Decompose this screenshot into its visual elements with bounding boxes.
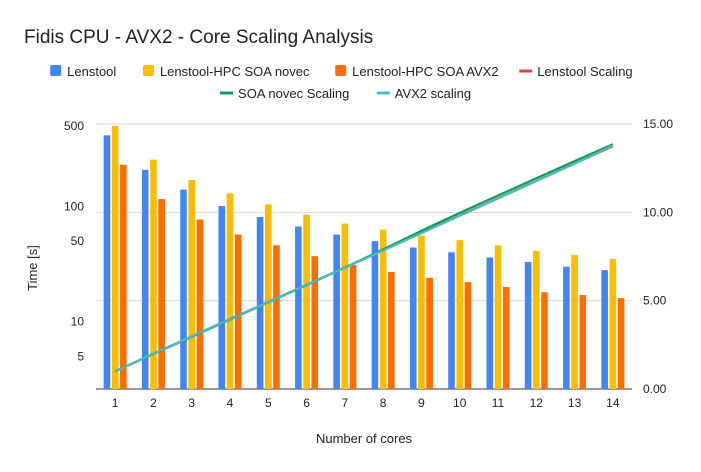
legend-label-lenstool-scaling: Lenstool Scaling xyxy=(537,64,632,79)
legend-label-lenstool-hpc-soa-novec: Lenstool-HPC SOA novec xyxy=(160,64,310,79)
bar-lenstool-hpc-soa-novec xyxy=(188,179,196,389)
bar-lenstool-hpc-soa-novec xyxy=(494,245,502,389)
line-avx2-scaling xyxy=(114,144,614,373)
legend-swatch-lenstool-hpc-soa-avx2 xyxy=(335,65,347,76)
bar-lenstool-hpc-soa-avx2 xyxy=(234,234,242,389)
x-tick-label: 1 xyxy=(112,396,119,410)
bar-lenstool-hpc-soa-avx2 xyxy=(579,295,587,389)
bar-lenstool-hpc-soa-novec xyxy=(571,254,578,389)
x-axis: 1 2 3 4 5 6 7 8 9 10 11 12 13 14 xyxy=(112,396,620,410)
x-tick-label: 3 xyxy=(188,396,195,410)
y2-tick-label: 10.00 xyxy=(643,205,673,219)
x-tick-label: 6 xyxy=(303,396,310,410)
bar-lenstool-hpc-soa-novec xyxy=(111,125,119,389)
bar-lenstool-hpc-soa-novec xyxy=(150,159,157,389)
bar-lenstool-hpc-soa-novec xyxy=(532,251,540,389)
bar-lenstool xyxy=(218,205,226,389)
lines xyxy=(114,143,614,373)
x-tick-label: 8 xyxy=(380,396,387,410)
bar-lenstool-hpc-soa-avx2 xyxy=(388,271,395,389)
x-tick-label: 11 xyxy=(492,396,505,410)
legend-label-soa-novec-scaling: SOA novec Scaling xyxy=(238,86,349,101)
x-tick-label: 5 xyxy=(265,396,272,410)
bar-lenstool xyxy=(141,169,149,389)
bar-lenstool-hpc-soa-avx2 xyxy=(426,277,433,389)
bar-lenstool xyxy=(180,189,187,389)
y2-tick-label: 5.00 xyxy=(643,294,667,308)
bar-lenstool-hpc-soa-novec xyxy=(609,258,617,389)
bar-lenstool xyxy=(103,135,111,389)
bar-lenstool xyxy=(486,257,494,389)
bar-lenstool xyxy=(256,216,264,389)
bar-lenstool xyxy=(524,261,532,389)
gridlines xyxy=(96,123,632,390)
x-tick-label: 2 xyxy=(150,396,157,410)
y-tick-label: 5 xyxy=(77,349,84,363)
y-tick-label: 50 xyxy=(71,234,85,248)
bar-lenstool-hpc-soa-avx2 xyxy=(541,292,548,389)
x-tick-label: 4 xyxy=(227,396,234,410)
bar-lenstool-hpc-soa-novec xyxy=(379,229,387,389)
y-tick-label: 10 xyxy=(71,315,85,329)
bar-lenstool-hpc-soa-novec xyxy=(264,204,272,389)
y-axis-left: 5 10 50 100 500 xyxy=(64,119,84,363)
bar-lenstool-hpc-soa-avx2 xyxy=(120,164,127,389)
bar-lenstool xyxy=(295,226,302,389)
bar-lenstool-hpc-soa-novec xyxy=(303,214,310,389)
bar-lenstool-hpc-soa-avx2 xyxy=(196,219,204,389)
bar-lenstool xyxy=(601,270,608,389)
legend-label-lenstool: Lenstool xyxy=(67,64,116,79)
y-tick-label: 100 xyxy=(64,199,84,213)
x-tick-label: 10 xyxy=(453,396,467,410)
x-tick-label: 13 xyxy=(568,396,582,410)
bar-lenstool xyxy=(448,252,455,389)
bars xyxy=(103,125,625,389)
y-axis-right: 0.00 5.00 10.00 15.00 xyxy=(643,117,673,396)
bar-lenstool-hpc-soa-avx2 xyxy=(349,265,357,389)
bar-lenstool xyxy=(333,234,340,389)
y2-tick-label: 0.00 xyxy=(643,382,667,396)
x-tick-label: 7 xyxy=(342,396,349,410)
legend: Lenstool Lenstool-HPC SOA novec Lenstool-H… xyxy=(50,64,633,101)
y-axis-title: Time [s] xyxy=(25,245,40,291)
y-tick-label: 500 xyxy=(64,119,84,133)
chart-title: Fidis CPU - AVX2 - Core Scaling Analysis xyxy=(24,27,373,48)
legend-label-avx2-scaling: AVX2 scaling xyxy=(395,86,471,101)
x-axis-title: Number of cores xyxy=(316,431,413,446)
bar-lenstool-hpc-soa-novec xyxy=(341,223,349,389)
bar-lenstool-hpc-soa-avx2 xyxy=(273,245,280,389)
bar-lenstool-hpc-soa-avx2 xyxy=(464,282,472,389)
bar-lenstool-hpc-soa-novec xyxy=(456,240,464,389)
bar-lenstool-hpc-soa-avx2 xyxy=(311,256,319,389)
x-tick-label: 14 xyxy=(606,396,620,410)
x-tick-label: 12 xyxy=(530,396,544,410)
bar-lenstool-hpc-soa-avx2 xyxy=(617,298,625,389)
legend-label-lenstool-hpc-soa-avx2: Lenstool-HPC SOA AVX2 xyxy=(352,64,498,79)
bar-lenstool-hpc-soa-avx2 xyxy=(158,199,165,389)
legend-swatch-lenstool xyxy=(50,65,62,76)
y2-tick-label: 15.00 xyxy=(643,117,673,131)
bar-lenstool xyxy=(409,247,417,389)
bar-lenstool xyxy=(371,241,379,389)
legend-swatch-lenstool-hpc-soa-novec xyxy=(142,65,154,76)
bar-lenstool-hpc-soa-novec xyxy=(226,193,234,389)
bar-lenstool xyxy=(563,266,570,389)
bar-lenstool-hpc-soa-avx2 xyxy=(502,286,510,389)
x-tick-label: 9 xyxy=(418,396,425,410)
bar-lenstool-hpc-soa-novec xyxy=(418,235,425,389)
